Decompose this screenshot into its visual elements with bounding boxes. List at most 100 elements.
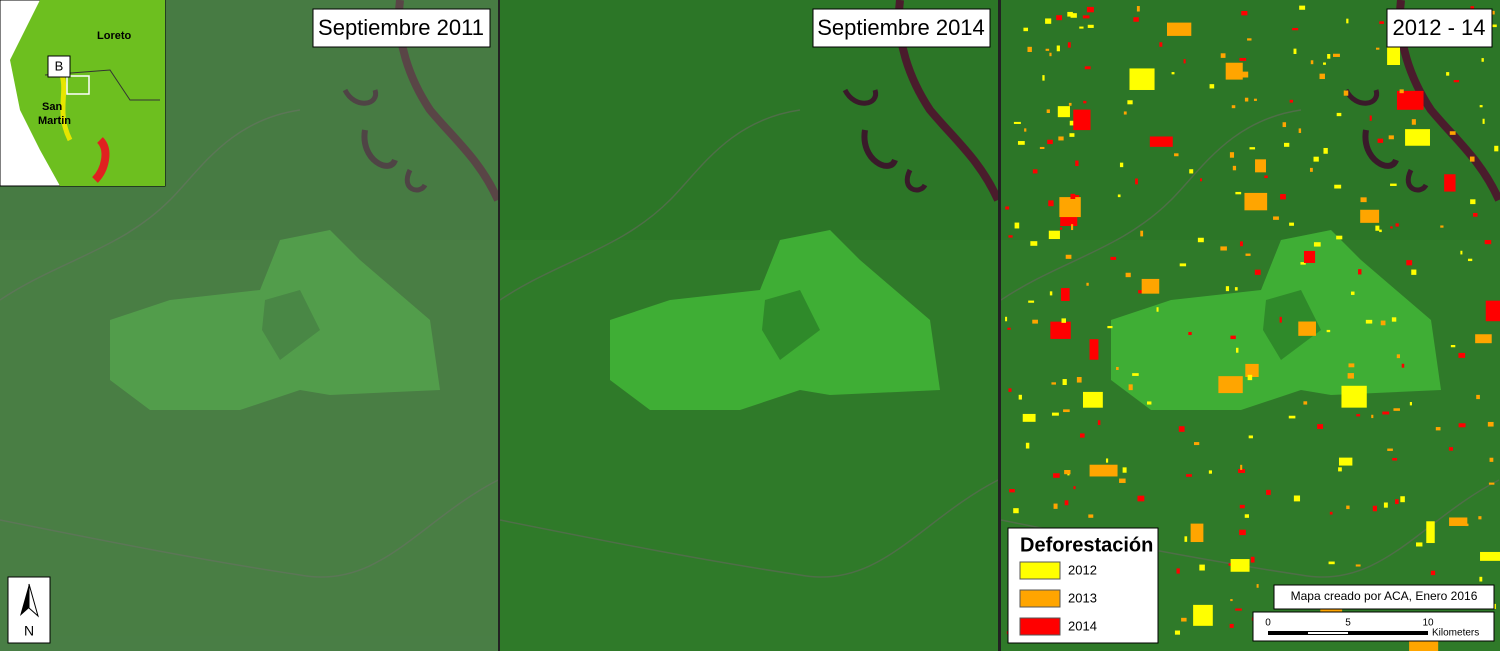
deforestation-patch	[1446, 72, 1450, 76]
deforestation-patch	[1190, 523, 1204, 543]
deforestation-patch	[1264, 175, 1268, 179]
deforestation-patch	[1336, 235, 1343, 240]
deforestation-patch	[1045, 48, 1050, 51]
deforestation-patch	[1358, 269, 1362, 275]
deforestation-patch	[1023, 27, 1029, 32]
deforestation-patch	[1136, 6, 1140, 12]
deforestation-patch	[1479, 576, 1483, 582]
deforestation-patch	[1244, 514, 1249, 518]
deforestation-patch	[1476, 394, 1480, 400]
inset-label: San	[42, 101, 62, 113]
deforestation-patch	[1453, 80, 1460, 83]
legend: Deforestación 2012 2013 2014	[1007, 527, 1159, 644]
deforestation-patch	[1481, 58, 1484, 62]
deforestation-patch	[1375, 47, 1380, 50]
deforestation-patch	[1188, 331, 1192, 336]
deforestation-patch	[1068, 102, 1072, 106]
deforestation-patch	[1298, 128, 1302, 133]
legend-label: 2013	[1068, 590, 1097, 605]
deforestation-patch	[1079, 26, 1084, 29]
deforestation-patch	[1239, 57, 1247, 61]
deforestation-patch	[1244, 97, 1249, 102]
deforestation-patch	[1393, 408, 1400, 411]
deforestation-patch	[1009, 489, 1015, 493]
deforestation-patch	[1249, 370, 1255, 374]
deforestation-patch	[1042, 75, 1045, 81]
deforestation-patch	[1334, 184, 1342, 189]
deforestation-patch	[1392, 457, 1398, 461]
deforestation-patch	[1482, 118, 1485, 124]
legend-swatch	[1019, 561, 1061, 580]
deforestation-patch	[1027, 46, 1032, 52]
credit: Mapa creado por ACA, Enero 2016	[1291, 589, 1478, 603]
deforestation-patch	[1171, 72, 1175, 75]
deforestation-patch	[1469, 156, 1475, 162]
deforestation-patch	[1450, 344, 1456, 348]
deforestation-patch	[1200, 178, 1203, 182]
deforestation-patch	[1229, 152, 1235, 158]
deforestation-patch	[1056, 15, 1063, 21]
deforestation-patch	[1356, 414, 1361, 417]
deforestation-patch	[1379, 21, 1384, 24]
deforestation-patch	[1067, 11, 1073, 17]
deforestation-patch	[1235, 608, 1242, 611]
deforestation-patch	[1234, 287, 1238, 291]
deforestation-patch	[1057, 106, 1070, 118]
deforestation-patch	[1123, 111, 1127, 115]
deforestation-patch	[1409, 402, 1412, 406]
deforestation-patch	[1013, 121, 1021, 124]
deforestation-patch	[1239, 504, 1245, 509]
deforestation-patch	[1470, 199, 1476, 205]
deforestation-patch	[1465, 523, 1469, 527]
deforestation-patch	[1053, 503, 1058, 509]
inset-label: Loreto	[97, 30, 132, 42]
deforestation-patch	[1178, 426, 1185, 432]
deforestation-patch	[1028, 300, 1035, 303]
deforestation-patch	[1051, 412, 1059, 416]
deforestation-patch	[1355, 564, 1361, 567]
deforestation-patch	[1230, 599, 1233, 602]
deforestation-patch	[1159, 42, 1163, 47]
north-arrow: N	[7, 576, 51, 644]
deforestation-patch	[1048, 230, 1060, 240]
deforestation-patch	[1174, 630, 1181, 635]
deforestation-patch	[1017, 141, 1025, 145]
panel-title: 2012 - 14	[1393, 15, 1486, 40]
deforestation-patch	[1149, 136, 1173, 147]
deforestation-patch	[1049, 52, 1052, 57]
deforestation-patch	[1135, 178, 1138, 185]
deforestation-patch	[1014, 222, 1020, 229]
deforestation-patch	[1338, 457, 1353, 466]
deforestation-patch	[1369, 115, 1372, 121]
deforestation-patch	[1089, 464, 1118, 477]
deforestation-patch	[1341, 385, 1367, 408]
deforestation-patch	[1232, 165, 1237, 171]
deforestation-patch	[1046, 109, 1050, 114]
deforestation-patch	[1056, 45, 1060, 52]
deforestation-patch	[1256, 584, 1259, 588]
deforestation-patch	[1326, 329, 1331, 333]
deforestation-patch	[1289, 222, 1294, 226]
deforestation-patch	[1401, 363, 1405, 368]
deforestation-patch	[1047, 139, 1053, 145]
deforestation-patch	[1245, 363, 1259, 377]
deforestation-patch	[1229, 623, 1234, 628]
deforestation-patch	[1484, 240, 1492, 245]
deforestation-patch	[1060, 288, 1070, 301]
deforestation-patch	[1088, 514, 1094, 518]
deforestation-patch	[1062, 379, 1067, 385]
deforestation-patch	[1240, 464, 1243, 470]
deforestation-patch	[1440, 225, 1444, 228]
deforestation-patch	[1125, 272, 1131, 278]
deforestation-patch	[1255, 159, 1266, 173]
deforestation-patch	[1083, 100, 1087, 104]
deforestation-patch	[1189, 169, 1194, 174]
deforestation-patch	[1059, 197, 1081, 218]
deforestation-patch	[1449, 131, 1456, 135]
deforestation-patch	[1383, 502, 1388, 508]
deforestation-patch	[1138, 290, 1145, 294]
deforestation-patch	[1458, 423, 1466, 428]
deforestation-patch	[1097, 420, 1101, 425]
deforestation-patch	[1475, 334, 1492, 344]
deforestation-patch	[1061, 318, 1067, 323]
